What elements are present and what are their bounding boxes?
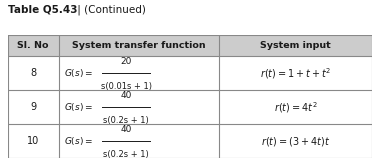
Bar bbox=[8, 35, 372, 56]
Text: $G(s)=$: $G(s)=$ bbox=[64, 67, 93, 79]
Text: 20: 20 bbox=[120, 57, 132, 66]
Text: | (Continued): | (Continued) bbox=[74, 5, 146, 16]
Text: $r(t)=1+t+t^{2}$: $r(t)=1+t+t^{2}$ bbox=[260, 66, 331, 81]
Text: 9: 9 bbox=[30, 102, 36, 112]
Text: $r(t)=(3+4t)t$: $r(t)=(3+4t)t$ bbox=[261, 135, 331, 148]
Text: 10: 10 bbox=[27, 136, 39, 146]
Text: $G(s)=$: $G(s)=$ bbox=[64, 101, 93, 113]
Text: 40: 40 bbox=[120, 125, 132, 134]
Text: System input: System input bbox=[260, 41, 331, 50]
Text: 40: 40 bbox=[120, 91, 132, 100]
Text: 8: 8 bbox=[30, 68, 36, 78]
Text: Sl. No: Sl. No bbox=[17, 41, 49, 50]
Text: s(0.2s + 1): s(0.2s + 1) bbox=[103, 116, 149, 125]
Text: Table Q5.43: Table Q5.43 bbox=[8, 5, 77, 15]
Text: s(0.01s + 1): s(0.01s + 1) bbox=[101, 82, 152, 91]
Text: s(0.2s + 1): s(0.2s + 1) bbox=[103, 150, 149, 159]
Text: $G(s)=$: $G(s)=$ bbox=[64, 135, 93, 147]
Text: $r(t)=4t^{2}$: $r(t)=4t^{2}$ bbox=[274, 100, 318, 115]
Text: System transfer function: System transfer function bbox=[72, 41, 206, 50]
